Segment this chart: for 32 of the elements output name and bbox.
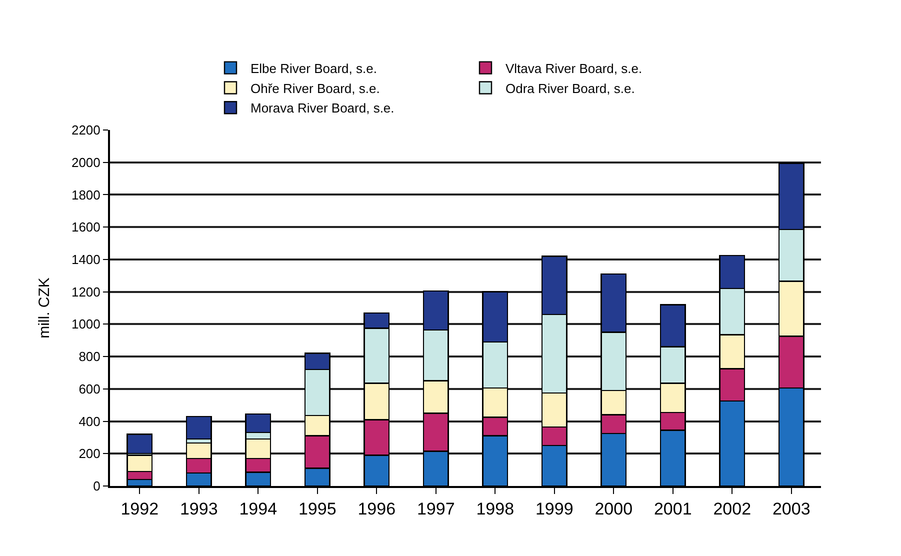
legend-label: Vltava River Board, s.e. xyxy=(506,60,642,76)
legend-label: Ohře River Board, s.e. xyxy=(250,80,380,96)
y-tick-label: 600 xyxy=(78,381,100,396)
y-tick-label: 1800 xyxy=(71,187,100,202)
y-tick-label: 1000 xyxy=(71,316,100,332)
legend-label: Morava River Board, s.e. xyxy=(250,100,394,116)
x-tick-label: 2001 xyxy=(654,499,692,518)
legend-label: Elbe River Board, s.e. xyxy=(250,60,377,76)
x-tick-label: 1997 xyxy=(416,499,455,518)
x-tick-label: 2000 xyxy=(594,499,633,518)
x-tick-label: 1999 xyxy=(535,499,574,518)
y-tick-label: 800 xyxy=(78,349,100,364)
x-tick-label: 2003 xyxy=(772,499,810,518)
x-tick-label: 1995 xyxy=(298,499,336,518)
y-axis-title: mill. CZK xyxy=(36,278,54,338)
bar xyxy=(126,434,153,454)
y-tick-label: 1400 xyxy=(71,252,100,267)
y-tick-label: 1200 xyxy=(71,284,100,300)
x-tick-label: 1992 xyxy=(120,499,159,518)
bar xyxy=(186,416,212,440)
x-tick-label: 2002 xyxy=(713,499,752,518)
x-tick-label: 1993 xyxy=(180,499,218,518)
x-tick-label: 1996 xyxy=(358,499,396,518)
y-tick-label: 2000 xyxy=(71,154,100,170)
x-tick-label: 1998 xyxy=(476,499,514,518)
x-tick-label: 1994 xyxy=(239,499,278,518)
legend-label: Odra River Board, s.e. xyxy=(506,80,635,96)
y-tick-label: 400 xyxy=(78,414,100,429)
y-tick-label: 2200 xyxy=(71,122,100,138)
y-tick-label: 200 xyxy=(78,446,100,462)
y-tick-label: 0 xyxy=(93,478,100,494)
y-tick-label: 1600 xyxy=(71,220,100,235)
